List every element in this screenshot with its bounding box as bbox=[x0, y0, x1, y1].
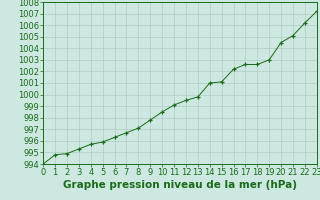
X-axis label: Graphe pression niveau de la mer (hPa): Graphe pression niveau de la mer (hPa) bbox=[63, 180, 297, 190]
